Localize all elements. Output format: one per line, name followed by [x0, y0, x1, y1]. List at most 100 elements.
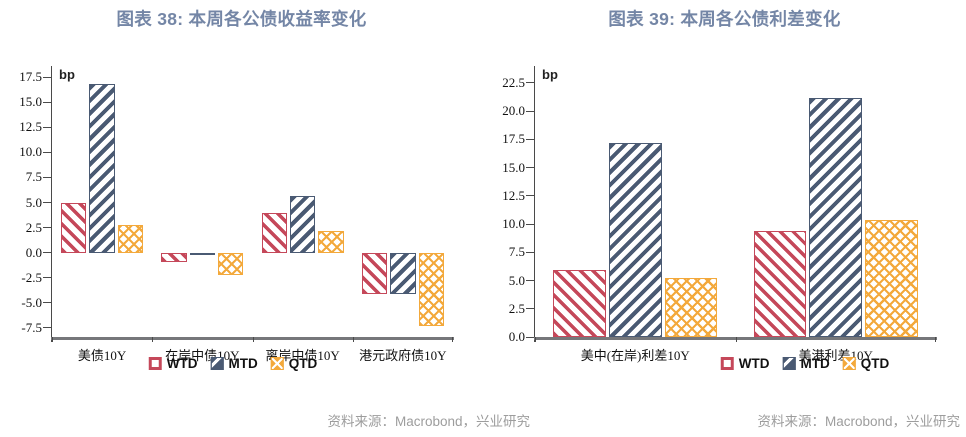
y-tick-label: 2.5 — [25, 219, 42, 235]
y-tick-label: 17.5 — [19, 69, 42, 85]
y-tick-label: 15.0 — [19, 94, 42, 110]
category-tick-mark — [352, 337, 354, 342]
bar-mtd-3 — [390, 252, 416, 294]
category-tick-mark — [935, 337, 936, 342]
y-tick-mark — [526, 195, 534, 197]
bar-qtd-1 — [865, 219, 918, 337]
chart39-panel: 图表 39: 本周各公债利差变化 bp 22.5 20.0 17.5 15.0 12.5 1… — [483, 0, 966, 437]
category-label: 美债10Y — [77, 348, 127, 363]
bar-wtd-2 — [261, 212, 287, 253]
category-label: 美中(在岸)利差10Y — [580, 348, 690, 363]
bar-wtd-3 — [361, 252, 388, 294]
category-tick-mark — [152, 337, 154, 342]
y-tick-mark — [526, 308, 534, 310]
legend-swatch-qtd-icon — [842, 357, 856, 370]
y-tick-label: 10.0 — [19, 144, 42, 160]
y-tick-mark — [43, 101, 51, 103]
y-tick-label: 12.5 — [502, 187, 525, 203]
y-tick-mark — [43, 302, 51, 304]
y-tick-mark — [43, 327, 51, 329]
chart39-source-note: 资料来源：Macrobond，兴业研究 — [757, 414, 960, 429]
y-tick-label: -5.0 — [21, 294, 42, 310]
legend-label: QTD — [860, 356, 890, 371]
bar-mtd-2 — [289, 196, 316, 253]
y-tick-mark — [526, 223, 534, 225]
category-tick-mark — [52, 337, 53, 342]
category-label: 离岸中债10Y — [265, 348, 340, 363]
y-axis-line — [51, 66, 52, 342]
y-tick-label: 12.5 — [19, 119, 42, 135]
chart38-title: 图表 38: 本周各公债收益率变化 — [116, 9, 367, 29]
legend-swatch-mtd-icon — [210, 357, 224, 370]
legend-item-qtd: QTD — [270, 356, 318, 371]
y-tick-label: 7.5 — [508, 244, 525, 260]
y-tick-mark — [526, 110, 534, 112]
y-axis-unit-label: bp — [542, 67, 558, 82]
bar-wtd-0 — [61, 202, 87, 253]
y-axis-unit-label: bp — [59, 67, 75, 82]
chart39-legend: WTD MTD QTD — [720, 356, 890, 371]
bar-mtd-1 — [809, 97, 863, 337]
y-tick-mark — [43, 126, 51, 128]
y-tick-label: 7.5 — [25, 169, 42, 185]
legend-item-mtd: MTD — [782, 356, 830, 371]
y-tick-label: 5.0 — [508, 272, 525, 288]
chart38-legend: WTD MTD QTD — [148, 356, 318, 371]
y-tick-mark — [526, 251, 534, 253]
bar-qtd-0 — [117, 224, 144, 253]
y-tick-mark — [526, 138, 534, 140]
chart39-title: 图表 39: 本周各公债利差变化 — [608, 9, 841, 29]
bar-qtd-2 — [318, 230, 344, 253]
legend-label: WTD — [166, 356, 198, 371]
legend-label: WTD — [738, 356, 770, 371]
bar-mtd-1 — [189, 252, 216, 255]
legend-label: MTD — [800, 356, 830, 371]
legend-item-wtd: WTD — [148, 356, 198, 371]
legend-label: QTD — [288, 356, 318, 371]
y-tick-label: 10.0 — [502, 216, 525, 232]
y-axis-line — [534, 66, 535, 342]
chart38-source-note: 资料来源：Macrobond，兴业研究 — [327, 414, 530, 429]
y-tick-label: 20.0 — [502, 103, 525, 119]
y-tick-mark — [43, 202, 51, 203]
legend-swatch-wtd-icon — [148, 357, 162, 370]
chart38-panel: 图表 38: 本周各公债收益率变化 bp 17.5 15.0 12.5 10.0 7.5 5… — [19, 9, 454, 371]
y-tick-label: 2.5 — [508, 300, 525, 316]
y-tick-label: 0.0 — [508, 329, 525, 344]
bar-qtd-0 — [664, 278, 718, 337]
bar-wtd-0 — [553, 270, 606, 337]
y-tick-label: 15.0 — [502, 159, 525, 175]
legend-item-qtd: QTD — [842, 356, 890, 371]
y-tick-label: 17.5 — [502, 131, 525, 147]
y-tick-mark — [526, 280, 534, 282]
y-tick-mark — [526, 167, 534, 169]
bar-mtd-0 — [89, 84, 115, 253]
chart38-plot-area: bp 17.5 15.0 12.5 10.0 7.5 5.0 2.5 0.0 -2.5 -5.0 -7… — [19, 66, 454, 363]
legend-swatch-wtd-icon — [720, 357, 734, 370]
category-label: 港元政府债10Y — [359, 348, 447, 363]
y-tick-mark — [43, 151, 51, 153]
category-tick-mark — [735, 337, 737, 342]
bar-wtd-1 — [161, 252, 187, 262]
bar-qtd-3 — [418, 252, 444, 326]
y-tick-mark — [43, 227, 51, 229]
category-tick-mark — [535, 337, 536, 342]
y-tick-label: -7.5 — [21, 319, 42, 335]
bar-qtd-1 — [218, 252, 244, 275]
category-tick-mark — [252, 337, 254, 342]
y-tick-mark — [43, 277, 51, 279]
category-tick-mark — [452, 337, 453, 342]
y-tick-mark — [526, 82, 534, 84]
y-tick-label: 22.5 — [502, 74, 525, 90]
legend-label: MTD — [228, 356, 258, 371]
legend-swatch-mtd-icon — [782, 357, 796, 370]
y-tick-mark — [43, 176, 51, 178]
y-tick-label: 5.0 — [25, 194, 42, 210]
y-tick-label: 0.0 — [25, 244, 42, 260]
bar-wtd-1 — [753, 230, 807, 337]
legend-item-mtd: MTD — [210, 356, 258, 371]
bar-mtd-0 — [608, 142, 662, 337]
legend-item-wtd: WTD — [720, 356, 770, 371]
y-tick-mark — [43, 252, 51, 254]
